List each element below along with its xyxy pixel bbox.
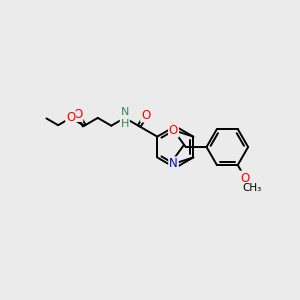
Text: CH₃: CH₃ [243,183,262,193]
Text: O: O [241,172,250,184]
Text: O: O [73,108,83,121]
Text: N
H: N H [121,107,129,129]
Text: O: O [66,111,75,124]
Text: O: O [141,109,150,122]
Text: N: N [169,158,178,170]
Text: O: O [169,124,178,137]
